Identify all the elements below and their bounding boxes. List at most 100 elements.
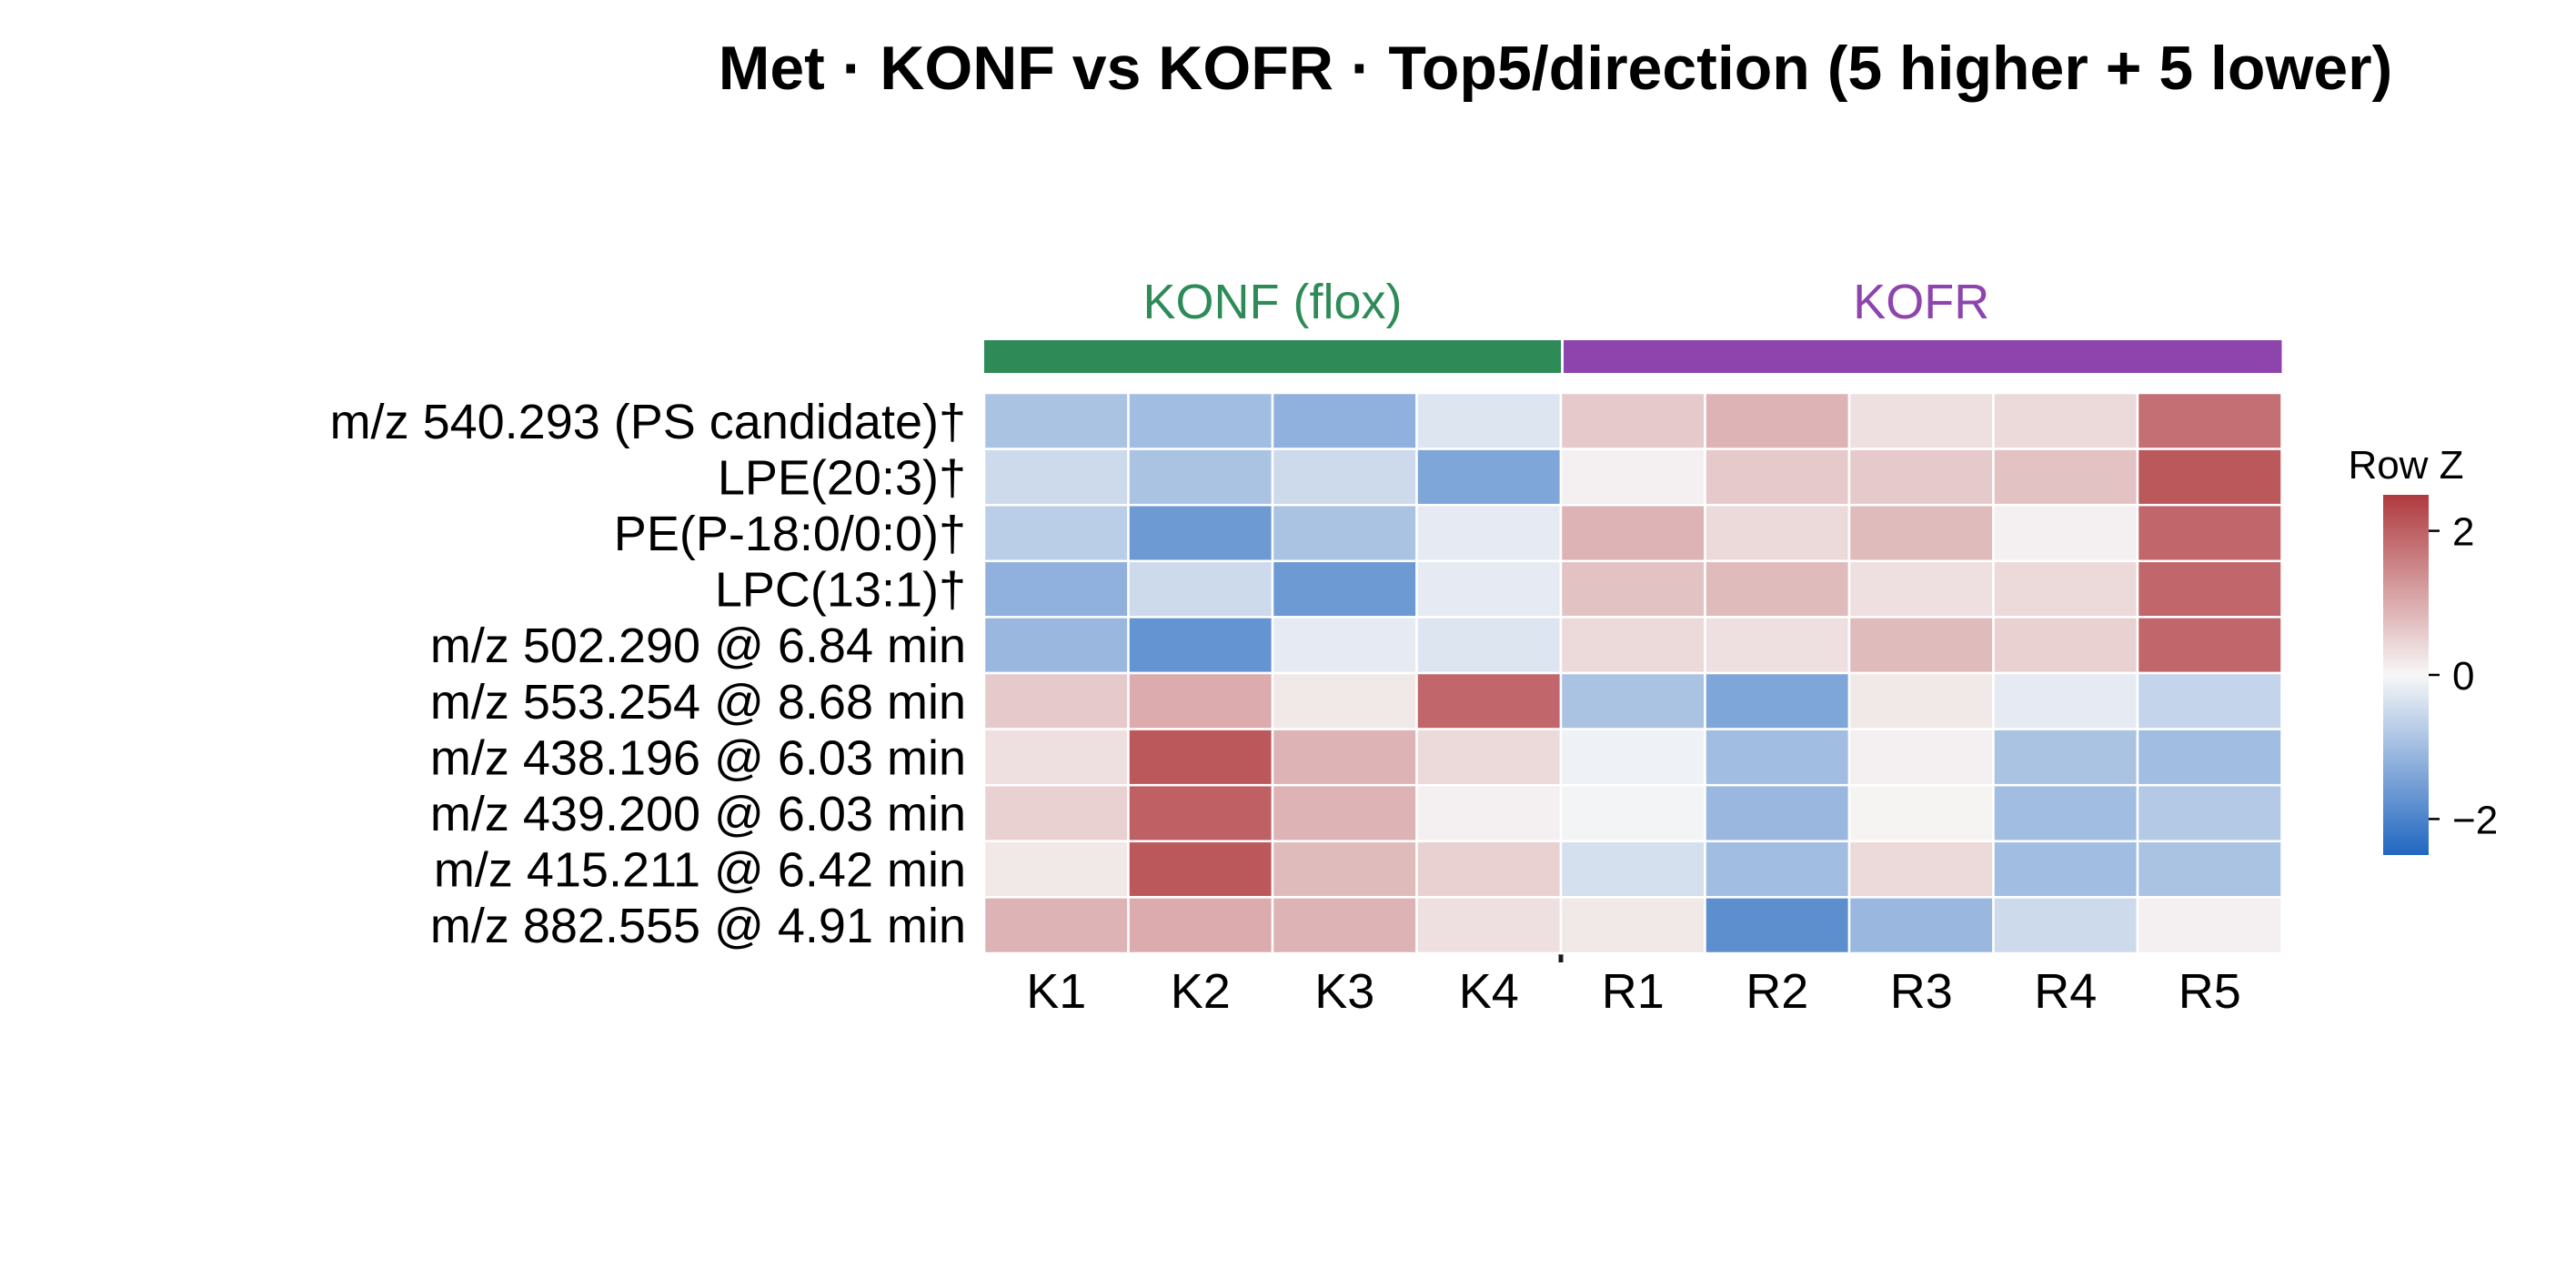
row-label: m/z 502.290 @ 6.84 min xyxy=(430,619,966,673)
heatmap-cell xyxy=(982,616,1130,675)
heatmap-cell xyxy=(1127,503,1274,563)
heatmap-cell xyxy=(1415,616,1563,675)
heatmap-cell xyxy=(1415,728,1563,787)
heatmap-cell xyxy=(1415,448,1563,507)
heatmap-cell xyxy=(2136,840,2283,899)
column-labels: K1 K2 K3 K4 R1 R2 R3 R4 R5 xyxy=(1026,964,2241,1019)
heatmap-cell xyxy=(982,503,1130,563)
heatmap-cell xyxy=(2136,503,2283,563)
heatmap-cell xyxy=(1704,840,1851,899)
heatmap-cell xyxy=(1559,728,1706,787)
heatmap-cell xyxy=(982,671,1130,730)
heatmap-cell xyxy=(1559,616,1706,675)
heatmap-cell xyxy=(982,559,1130,619)
heatmap-cell xyxy=(2136,448,2283,507)
heatmap-cell xyxy=(1704,559,1851,619)
heatmap-cell xyxy=(1415,896,1563,955)
heatmap-cell xyxy=(2136,616,2283,675)
heatmap-cell xyxy=(1704,896,1851,955)
heatmap-cell xyxy=(1847,391,1995,450)
column-label: R3 xyxy=(1890,964,1953,1019)
heatmap-cell xyxy=(1559,559,1706,619)
column-label: R5 xyxy=(2179,964,2241,1019)
heatmap-cell xyxy=(1992,616,2139,675)
heatmap-cell xyxy=(1271,783,1418,843)
heatmap-cell xyxy=(1847,896,1995,955)
heatmap-cell xyxy=(1559,783,1706,843)
heatmap-cell xyxy=(1559,503,1706,563)
heatmap-cell xyxy=(1271,391,1418,450)
heatmap-cell xyxy=(1271,840,1418,899)
heatmap-cell xyxy=(1559,840,1706,899)
chart-title: Met · KONF vs KOFR · Top5/direction (5 h… xyxy=(719,34,2393,103)
column-label: K4 xyxy=(1459,964,1519,1019)
heatmap-cell xyxy=(1704,671,1851,730)
row-label: m/z 415.211 @ 6.42 min xyxy=(434,843,966,898)
heatmap-cell xyxy=(1127,728,1274,787)
heatmap-cell xyxy=(2136,559,2283,619)
heatmap-cell xyxy=(2136,728,2283,787)
heatmap-cell xyxy=(1559,391,1706,450)
heatmap-cell xyxy=(1271,559,1418,619)
heatmap-cell xyxy=(1271,616,1418,675)
row-labels: m/z 540.293 (PS candidate)†LPE(20:3)†PE(… xyxy=(330,395,966,953)
colorbar: Row Z 2 0 −2 xyxy=(2348,443,2498,855)
heatmap-cell xyxy=(982,896,1130,955)
column-label: R2 xyxy=(1746,964,1808,1019)
group-bar xyxy=(984,340,1561,373)
heatmap-cells xyxy=(982,391,2283,955)
row-label: LPC(13:1)† xyxy=(715,563,966,618)
colorbar-gradient xyxy=(2383,495,2429,855)
heatmap-cell xyxy=(982,840,1130,899)
column-label: R1 xyxy=(1602,964,1665,1019)
heatmap-cell xyxy=(1271,671,1418,730)
heatmap-cell xyxy=(1992,783,2139,843)
heatmap-cell xyxy=(1847,783,1995,843)
heatmap-cell xyxy=(2136,896,2283,955)
heatmap-cell xyxy=(1127,896,1274,955)
heatmap-cell xyxy=(1704,503,1851,563)
heatmap-cell xyxy=(1127,840,1274,899)
heatmap-cell xyxy=(1847,503,1995,563)
row-label: m/z 553.254 @ 8.68 min xyxy=(430,675,966,730)
heatmap-cell xyxy=(1127,671,1274,730)
heatmap-cell xyxy=(2136,671,2283,730)
colorbar-tick-label: 0 xyxy=(2452,654,2474,699)
heatmap-cell xyxy=(1271,728,1418,787)
row-label: PE(P-18:0/0:0)† xyxy=(614,507,966,561)
heatmap-cell xyxy=(1415,671,1563,730)
row-label: m/z 438.196 @ 6.03 min xyxy=(430,730,966,785)
heatmap-cell xyxy=(1992,559,2139,619)
column-label: R4 xyxy=(2034,964,2097,1019)
heatmap-cell xyxy=(1127,616,1274,675)
column-label: K2 xyxy=(1171,964,1231,1019)
heatmap-cell xyxy=(1271,896,1418,955)
heatmap-cell xyxy=(1559,896,1706,955)
heatmap-cell xyxy=(1847,616,1995,675)
heatmap-cell xyxy=(1127,559,1274,619)
heatmap-cell xyxy=(1415,391,1563,450)
heatmap-cell xyxy=(1992,728,2139,787)
heatmap-cell xyxy=(1127,391,1274,450)
heatmap-cell xyxy=(1992,896,2139,955)
row-label: m/z 882.555 @ 4.91 min xyxy=(430,899,966,953)
heatmap-cell xyxy=(1992,840,2139,899)
row-label: m/z 439.200 @ 6.03 min xyxy=(430,787,966,841)
colorbar-tick-label: 2 xyxy=(2452,510,2474,555)
group-label: KONF (flox) xyxy=(1142,275,1402,329)
heatmap-cell xyxy=(1992,503,2139,563)
heatmap-cell xyxy=(1415,783,1563,843)
heatmap-cell xyxy=(1127,783,1274,843)
heatmap-cell xyxy=(1992,671,2139,730)
heatmap-cell xyxy=(1847,448,1995,507)
heatmap-cell xyxy=(1415,503,1563,563)
heatmap-cell xyxy=(2136,783,2283,843)
heatmap-cell xyxy=(1559,448,1706,507)
group-annotation: KONF (flox) KOFR xyxy=(984,275,2282,962)
column-label: K3 xyxy=(1314,964,1374,1019)
heatmap-cell xyxy=(1992,448,2139,507)
colorbar-label: Row Z xyxy=(2348,443,2463,488)
heatmap-cell xyxy=(1704,616,1851,675)
heatmap-cell xyxy=(1847,671,1995,730)
